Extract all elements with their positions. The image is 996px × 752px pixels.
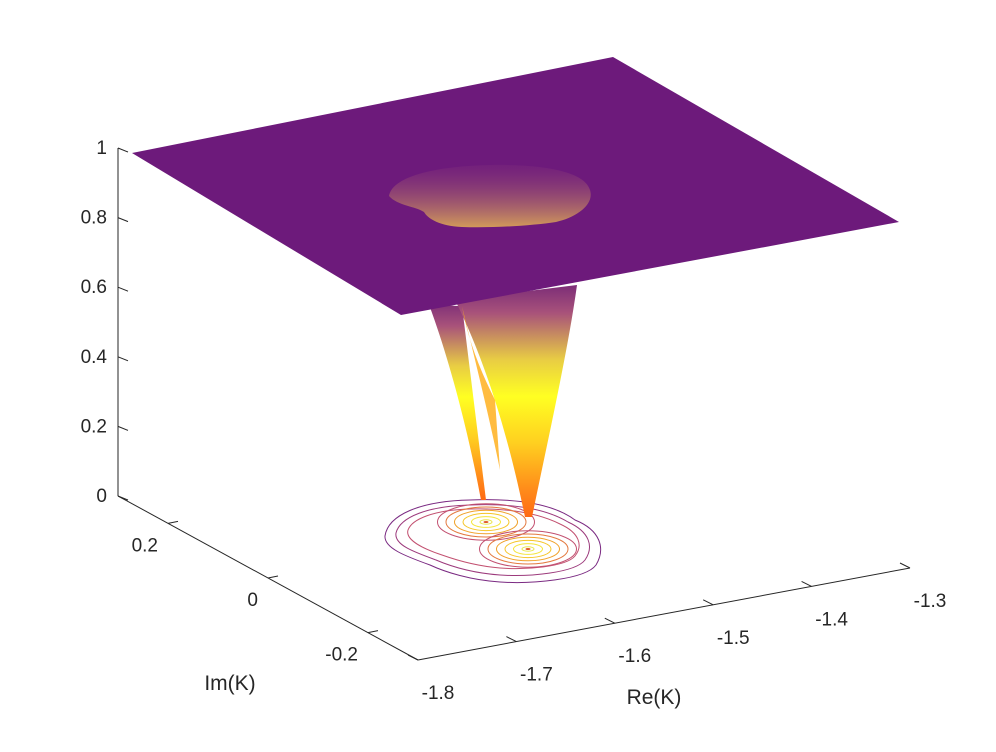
x-tick-mark — [899, 562, 911, 569]
z-tick-labels: 0 0.2 0.4 0.6 0.8 1 — [81, 138, 108, 507]
y-axis-title: Im(K) — [204, 672, 255, 695]
contour-line — [504, 539, 552, 559]
x-tick-mark — [506, 636, 517, 643]
x-tick-mark — [407, 654, 419, 661]
contour-line — [454, 509, 518, 535]
z-tick-mark — [117, 286, 129, 292]
z-tick-label: 0.6 — [81, 277, 107, 298]
z-tick-label: 1 — [96, 138, 107, 159]
y-tick-mark — [367, 630, 379, 634]
y-tick-label: -0.2 — [325, 645, 358, 666]
surface-plateau — [132, 57, 899, 315]
x-tick-label: -1.8 — [422, 683, 455, 704]
z-tick-mark — [117, 356, 129, 362]
z-tick-mark — [117, 147, 129, 153]
floor-contours — [384, 499, 602, 583]
x-tick-label: -1.3 — [914, 591, 947, 612]
y-tick-mark — [267, 575, 279, 579]
funnel-left — [428, 302, 486, 500]
x-tick-label: -1.5 — [717, 628, 750, 649]
z-tick-label: 0.4 — [81, 347, 108, 368]
z-tick-label: 0.2 — [81, 416, 107, 437]
y-tick-labels: -0.2 0 0.2 — [132, 535, 358, 665]
z-tick-mark — [117, 217, 129, 223]
x-ticks — [407, 562, 911, 661]
y-tick-mark — [167, 520, 179, 524]
plateau-hole — [389, 164, 591, 228]
x-axis-title: Re(K) — [627, 686, 682, 709]
z-tick-mark — [117, 495, 129, 501]
x-tick-mark — [801, 580, 812, 587]
x-tick-mark — [604, 617, 616, 624]
x-tick-label: -1.7 — [520, 665, 553, 686]
surface-funnels — [428, 285, 577, 517]
x-tick-label: -1.6 — [618, 646, 651, 667]
contour-line — [407, 508, 580, 570]
y-tick-label: 0.2 — [132, 535, 158, 556]
y-tick-label: 0 — [247, 590, 258, 611]
contour-line — [521, 546, 535, 552]
contour-line — [479, 530, 577, 568]
contour-line — [479, 519, 493, 525]
contour-line — [496, 536, 560, 562]
z-tick-label: 0 — [96, 486, 107, 507]
x-tick-mark — [702, 599, 714, 606]
x-tick-labels: -1.8 -1.7 -1.6 -1.5 -1.4 -1.3 — [422, 591, 947, 704]
funnel-right — [455, 285, 577, 517]
contour-minimum — [483, 521, 489, 523]
z-ticks — [117, 147, 129, 501]
funnel-overlap-shade — [462, 306, 500, 470]
x-tick-label: -1.4 — [815, 609, 848, 630]
contour-line — [513, 543, 543, 555]
z-tick-mark — [117, 425, 129, 431]
x-axis-line — [417, 567, 911, 661]
contour-line — [445, 506, 527, 538]
contour-line — [384, 499, 602, 583]
contour-line — [471, 516, 501, 528]
contour-line — [462, 512, 510, 532]
z-tick-label: 0.8 — [81, 208, 107, 229]
contour-minimum — [525, 548, 531, 550]
contour-line — [487, 533, 569, 565]
axes — [117, 147, 911, 661]
y-ticks — [167, 520, 379, 634]
